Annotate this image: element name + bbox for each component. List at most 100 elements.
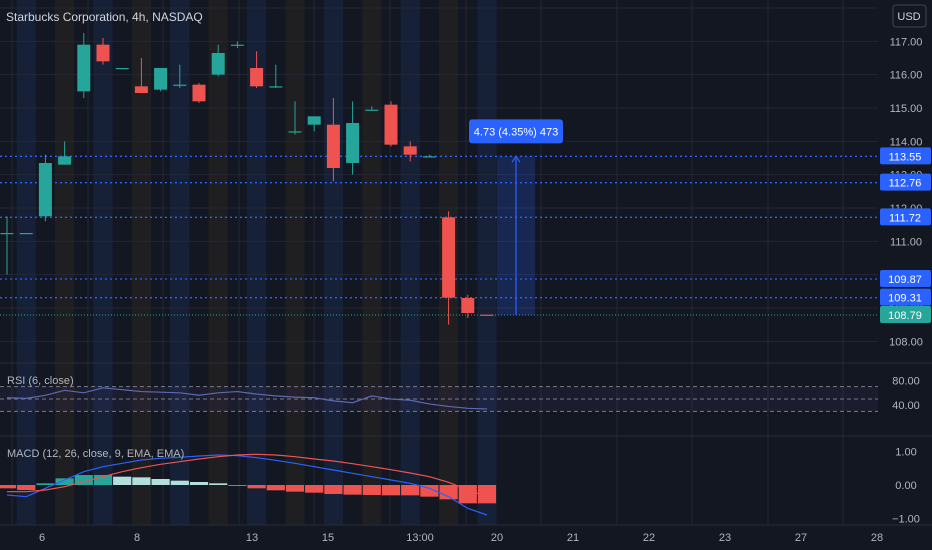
macd-line: [6, 454, 488, 516]
macd-histogram-bar: [17, 485, 36, 490]
candle-body: [269, 86, 283, 88]
macd-histogram-bar: [343, 485, 362, 495]
time-tick-label: 8: [134, 532, 140, 544]
time-tick-label: 23: [719, 532, 731, 544]
candle-body: [77, 44, 91, 92]
time-axis[interactable]: 6 8 13 15 13:00 20 21 22 23 27 28: [39, 532, 883, 544]
macd-histogram-bar: [189, 482, 209, 485]
rsi-pane: 80.00 40.00: [0, 375, 920, 412]
candle-body: [211, 53, 225, 75]
macd-histogram-bar: [74, 475, 93, 485]
macd-histogram-bar: [247, 485, 266, 489]
currency-label: USD: [897, 11, 920, 23]
chart-title: Starbucks Corporation, 4h, NASDAQ: [6, 10, 203, 24]
horizontal-levels: [0, 155, 878, 316]
macd-histogram-bar: [401, 485, 420, 496]
candle-body: [422, 156, 436, 158]
rsi-tick-label: 80.00: [892, 375, 920, 387]
candle-body: [326, 124, 340, 168]
candle-body: [403, 146, 417, 155]
macd-histogram-bar: [228, 485, 247, 486]
price-axis[interactable]: 117.00116.00115.00114.00113.00112.00111.…: [880, 36, 931, 348]
price-label-box: [880, 270, 931, 287]
macd-histogram-bar: [113, 476, 132, 485]
macd-histogram-bar: [439, 485, 458, 500]
macd-histogram-bar: [305, 485, 324, 493]
macd-histogram-bar: [362, 485, 381, 495]
time-tick-label: 13:00: [406, 532, 434, 544]
candle-body: [19, 233, 33, 235]
macd-histogram-bar: [0, 485, 17, 489]
price-tick-label: 116.00: [890, 70, 923, 82]
candle-body: [346, 123, 360, 163]
price-label: 111.72: [889, 212, 921, 224]
time-tick-label: 13: [246, 532, 258, 544]
price-label-box: [880, 208, 931, 226]
candle-body: [38, 163, 52, 217]
currency-button[interactable]: [892, 4, 927, 28]
macd-histogram-bar: [36, 483, 55, 485]
measure-arrow-head: [511, 155, 521, 163]
candle-body: [461, 298, 475, 313]
session-band: [400, 0, 420, 525]
time-tick-label: 6: [39, 532, 45, 544]
macd-histogram-bar: [458, 485, 477, 504]
candle-body: [134, 86, 148, 93]
macd-histogram-bar: [93, 475, 113, 485]
session-band: [477, 0, 497, 525]
session-band: [362, 0, 382, 525]
macd-histogram-bar: [477, 485, 497, 504]
price-label: 109.87: [888, 274, 922, 286]
macd-histogram-bar: [132, 477, 151, 485]
candle-body: [173, 84, 187, 86]
price-label-box: [880, 173, 931, 191]
time-tick-label: 28: [871, 532, 883, 544]
macd-histogram-bar: [55, 478, 74, 485]
price-tick-label: 114.00: [890, 136, 923, 148]
macd-tick-label: −1.00: [892, 513, 920, 525]
price-label-box: [880, 147, 931, 165]
time-tick-label: 15: [322, 532, 334, 544]
macd-histogram-bar: [209, 483, 228, 485]
candle-body: [230, 44, 244, 46]
candle-body: [442, 217, 456, 298]
price-label-box: [880, 288, 931, 306]
macd-histogram-bar: [381, 485, 401, 496]
macd-histogram-bar: [170, 480, 189, 485]
price-label: 112.76: [889, 178, 922, 190]
macd-pane: 1.00 0.00 −1.00: [0, 447, 920, 525]
candle-body: [480, 314, 494, 316]
candle-body: [0, 233, 14, 235]
session-band: [208, 0, 228, 525]
price-tick-label: 115.00: [890, 103, 923, 115]
candle-body: [365, 109, 379, 111]
time-tick-label: 22: [643, 532, 655, 544]
candle-body: [288, 131, 302, 133]
candle-body: [192, 84, 206, 102]
session-band: [285, 0, 305, 525]
rsi-tick-label: 40.00: [892, 400, 920, 412]
candle-body: [154, 68, 168, 90]
measure-label-box: [469, 119, 563, 144]
macd-title: MACD (12, 26, close, 9, EMA, EMA): [7, 448, 184, 460]
macd-tick-label: 1.00: [895, 447, 916, 459]
candlestick-series: [0, 33, 494, 325]
measure-label: 4.73 (4.35%) 473: [474, 126, 558, 138]
rsi-line: [6, 387, 488, 410]
candle-body: [250, 68, 264, 87]
time-tick-label: 20: [491, 532, 503, 544]
price-tick-label: 108.00: [889, 336, 923, 348]
macd-histogram-bar: [151, 479, 170, 485]
session-band: [323, 0, 343, 525]
price-label-box: [880, 306, 931, 323]
rsi-title: RSI (6, close): [7, 375, 74, 387]
candle-body: [58, 156, 72, 165]
macd-histogram-bar: [285, 485, 305, 492]
macd-histogram-bar: [420, 485, 439, 497]
price-tick-label: 117.00: [890, 36, 923, 48]
measure-tool[interactable]: 4.73 (4.35%) 473: [469, 119, 563, 315]
price-tick-label: 111.00: [890, 236, 922, 248]
session-band: [55, 0, 75, 525]
macd-histogram-bar: [324, 485, 343, 494]
